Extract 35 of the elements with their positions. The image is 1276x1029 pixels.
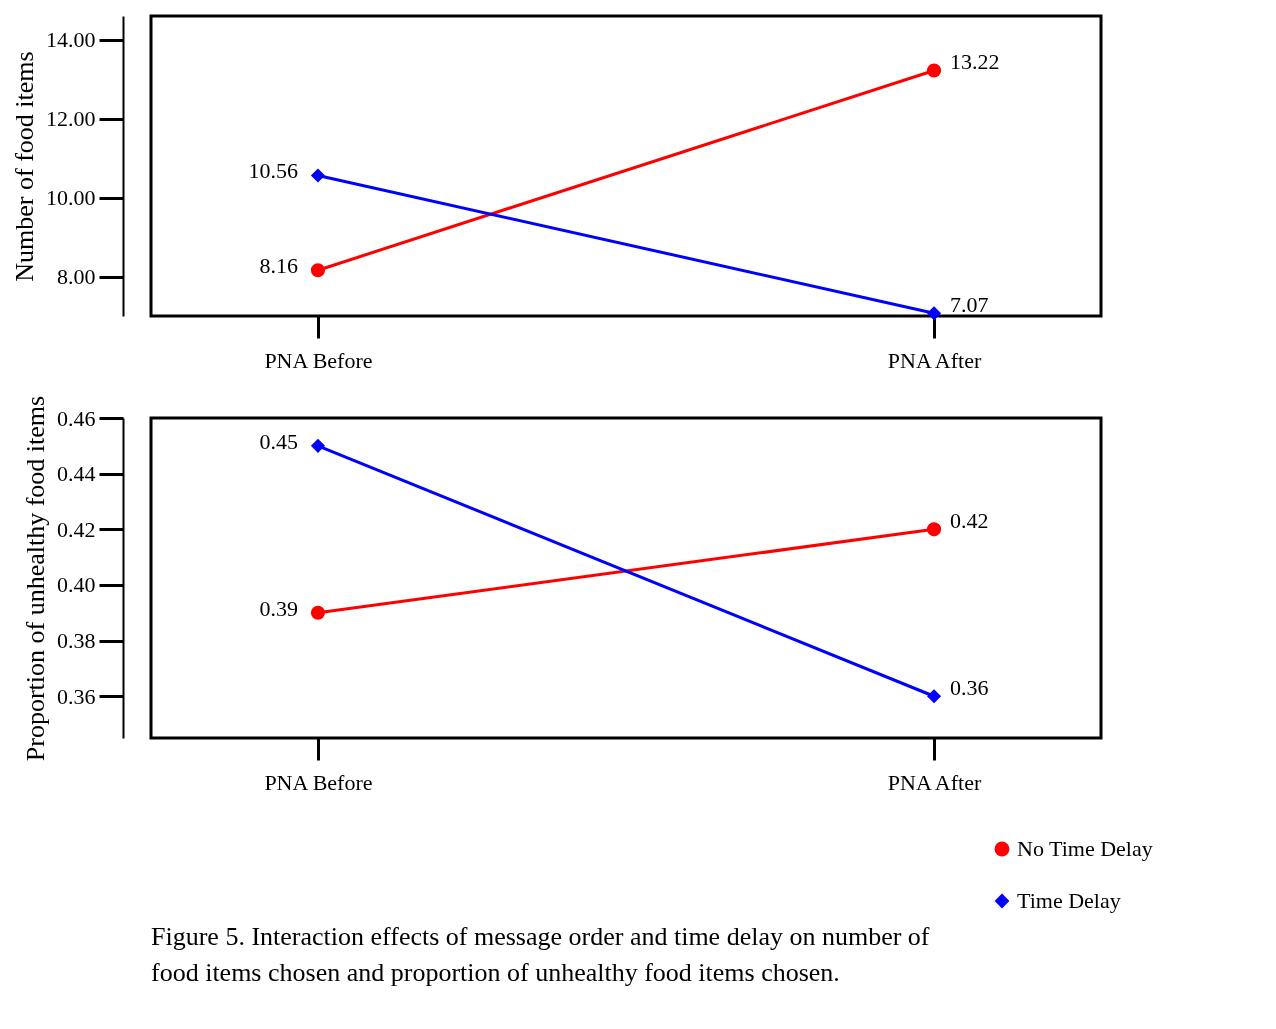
legend-label: Time Delay [1017,888,1121,913]
y-tick-label: 0.44 [57,461,96,487]
y-tick-label: 0.42 [57,516,96,542]
point [926,689,942,704]
x-tick-label: PNA After [887,769,982,795]
point [926,522,942,537]
data-label: 8.16 [259,253,298,279]
data-label: 0.45 [259,428,298,454]
data-label: 7.07 [950,292,989,318]
y-tick-label: 8.00 [57,264,96,290]
y-tick-label: 14.00 [46,27,96,53]
legend-label: No Time Delay [1017,836,1153,861]
y-tick-label: 0.36 [57,683,96,709]
data-label: 13.22 [950,49,1000,75]
y-tick-label: 10.00 [46,185,96,211]
point [926,63,942,78]
data-label: 10.56 [248,158,298,184]
data-label: 0.42 [950,508,989,534]
y-axis-title: Proportion of unhealthy food items [21,395,50,762]
y-tick-label: 0.38 [57,628,96,654]
x-tick-label: PNA Before [264,347,373,373]
point [310,605,326,620]
point [310,168,326,183]
point [310,263,326,278]
y-axis-title: Number of food items [10,51,39,282]
data-label: 0.39 [259,595,298,621]
x-tick-label: PNA After [887,347,982,373]
y-tick-label: 0.46 [57,405,96,431]
y-tick-label: 0.40 [57,572,96,598]
x-tick-label: PNA Before [264,769,373,795]
data-label: 0.36 [950,675,989,701]
point [310,438,326,453]
y-tick-label: 12.00 [46,106,96,132]
caption: Figure 5. Interaction effects of message order and time delay on number of food items chosen and proportion of unhealthy food items chosen. [151,922,930,987]
point [926,306,942,321]
